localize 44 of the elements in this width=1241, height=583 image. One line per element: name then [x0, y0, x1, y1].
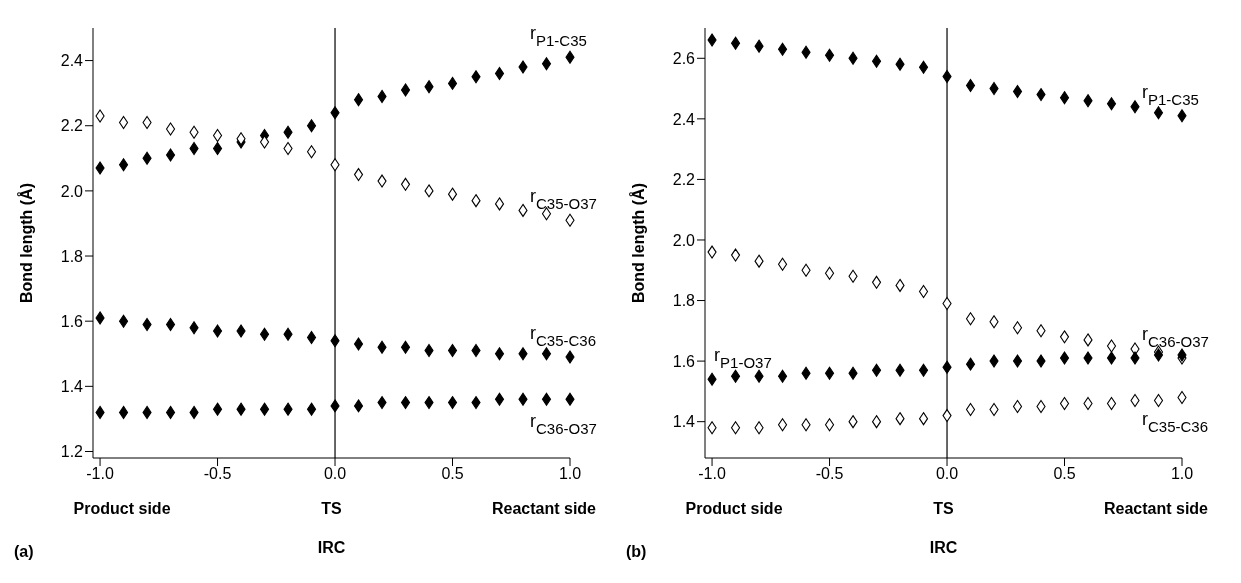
text: Reactant side	[491, 500, 597, 518]
y-tick-label: 1.4	[672, 413, 696, 431]
series-label: r$_{P1-C35}$	[530, 23, 587, 50]
text: Reactant side	[1103, 500, 1209, 518]
x-tick-label: 1.0	[558, 465, 582, 483]
y-tick-label: 1.2	[60, 443, 84, 461]
y-tick-label: 1.4	[60, 378, 84, 396]
x-tick-label: 0.0	[323, 465, 347, 483]
x-tick-label: 0.0	[935, 465, 959, 483]
series-label: r$_{P1-O37}$	[714, 345, 772, 372]
y-tick-label: 2.4	[60, 52, 84, 70]
x-tick-label: -1.0	[86, 465, 114, 483]
x-axis-title: IRC	[317, 539, 346, 556]
x-tick-label: -0.5	[815, 465, 844, 483]
x-tick-label: -0.5	[203, 465, 232, 483]
y-tick-label: 1.8	[60, 247, 84, 265]
x-tick-label: 0.5	[1053, 465, 1076, 483]
y-tick-label: 2.2	[60, 117, 84, 135]
y-tick-label: 2.2	[672, 171, 696, 189]
y-axis-title: Bond length (Å)	[628, 183, 647, 303]
x-tick-label: 0.5	[441, 465, 464, 483]
y-tick-label: 1.8	[672, 292, 696, 310]
series-label: r$_{C35-C36}$	[530, 323, 597, 350]
y-tick-label: 2.0	[672, 231, 696, 249]
series-label: r$_{C36-O37}$	[530, 411, 597, 438]
text: Product side	[73, 500, 171, 518]
series-label: r$_{C36-O37}$	[1142, 324, 1209, 351]
text: TS	[933, 500, 954, 518]
series-label: r$_{C35-C36}$	[1142, 409, 1209, 436]
series-label: r$_{P1-C35}$	[1142, 81, 1199, 108]
y-tick-label: 2.6	[672, 49, 696, 67]
y-tick-label: 1.6	[60, 312, 84, 330]
x-tick-label: -1.0	[698, 465, 726, 483]
text: (b)	[626, 543, 647, 561]
text: (a)	[14, 543, 34, 561]
x-tick-label: 1.0	[1170, 465, 1194, 483]
y-tick-label: 2.0	[60, 182, 84, 200]
y-axis-title: Bond length (Å)	[16, 183, 35, 303]
series-label: r$_{C35-O37}$	[530, 186, 597, 213]
text: Product side	[685, 500, 783, 518]
y-tick-label: 2.4	[672, 110, 696, 128]
text: TS	[321, 500, 342, 518]
y-tick-label: 1.6	[672, 352, 696, 370]
x-axis-title: IRC	[929, 539, 958, 556]
